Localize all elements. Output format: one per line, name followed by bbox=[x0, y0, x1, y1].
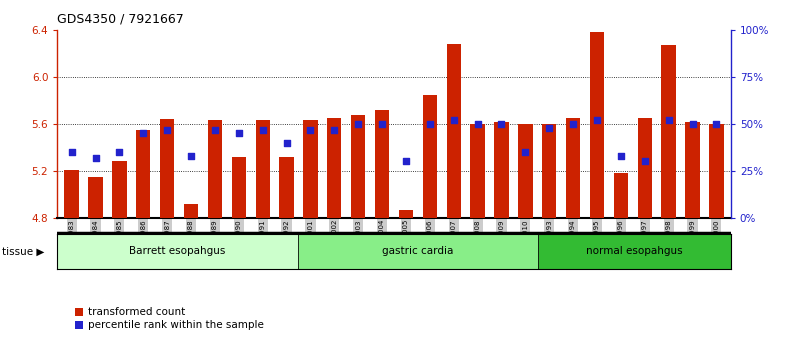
Point bbox=[447, 117, 460, 123]
Bar bbox=[399, 210, 413, 218]
Point bbox=[591, 117, 603, 123]
Bar bbox=[542, 124, 556, 218]
Bar bbox=[327, 118, 341, 218]
Point bbox=[113, 149, 126, 155]
Point bbox=[662, 117, 675, 123]
Bar bbox=[112, 161, 127, 218]
Bar bbox=[685, 121, 700, 218]
Text: GDS4350 / 7921667: GDS4350 / 7921667 bbox=[57, 12, 184, 25]
Bar bbox=[709, 124, 724, 218]
Bar bbox=[64, 170, 79, 218]
Text: tissue ▶: tissue ▶ bbox=[2, 246, 44, 256]
Point bbox=[89, 155, 102, 160]
Bar bbox=[423, 95, 437, 218]
Bar bbox=[88, 177, 103, 218]
Bar bbox=[232, 157, 246, 218]
Point bbox=[232, 131, 245, 136]
Point bbox=[161, 127, 174, 132]
Bar bbox=[160, 119, 174, 218]
Bar bbox=[351, 115, 365, 218]
Point bbox=[471, 121, 484, 127]
Point bbox=[209, 127, 221, 132]
Bar bbox=[375, 110, 389, 218]
Point bbox=[543, 125, 556, 131]
Point bbox=[352, 121, 365, 127]
Point bbox=[256, 127, 269, 132]
Bar bbox=[470, 124, 485, 218]
Bar bbox=[57, 234, 298, 269]
Point bbox=[304, 127, 317, 132]
Point bbox=[65, 149, 78, 155]
Bar bbox=[538, 234, 731, 269]
Bar bbox=[303, 120, 318, 218]
Bar bbox=[447, 44, 461, 218]
Point bbox=[423, 121, 436, 127]
Bar bbox=[136, 130, 150, 218]
Bar bbox=[279, 157, 294, 218]
Point bbox=[495, 121, 508, 127]
Bar bbox=[518, 124, 533, 218]
Bar bbox=[208, 120, 222, 218]
Point bbox=[185, 153, 197, 159]
Point bbox=[328, 127, 341, 132]
Point bbox=[137, 131, 150, 136]
Point bbox=[710, 121, 723, 127]
Bar bbox=[661, 45, 676, 218]
Point bbox=[519, 149, 532, 155]
Text: gastric cardia: gastric cardia bbox=[382, 246, 454, 256]
Bar bbox=[614, 173, 628, 218]
Bar bbox=[494, 121, 509, 218]
Bar bbox=[638, 118, 652, 218]
Point bbox=[686, 121, 699, 127]
Bar bbox=[566, 118, 580, 218]
Legend: transformed count, percentile rank within the sample: transformed count, percentile rank withi… bbox=[71, 303, 268, 335]
Bar bbox=[184, 204, 198, 218]
Text: Barrett esopahgus: Barrett esopahgus bbox=[130, 246, 226, 256]
Bar bbox=[590, 33, 604, 218]
Point bbox=[615, 153, 627, 159]
Point bbox=[376, 121, 388, 127]
Point bbox=[638, 159, 651, 164]
Point bbox=[280, 140, 293, 145]
Point bbox=[400, 159, 412, 164]
Bar bbox=[298, 234, 538, 269]
Text: normal esopahgus: normal esopahgus bbox=[586, 246, 683, 256]
Bar bbox=[256, 120, 270, 218]
Point bbox=[567, 121, 579, 127]
